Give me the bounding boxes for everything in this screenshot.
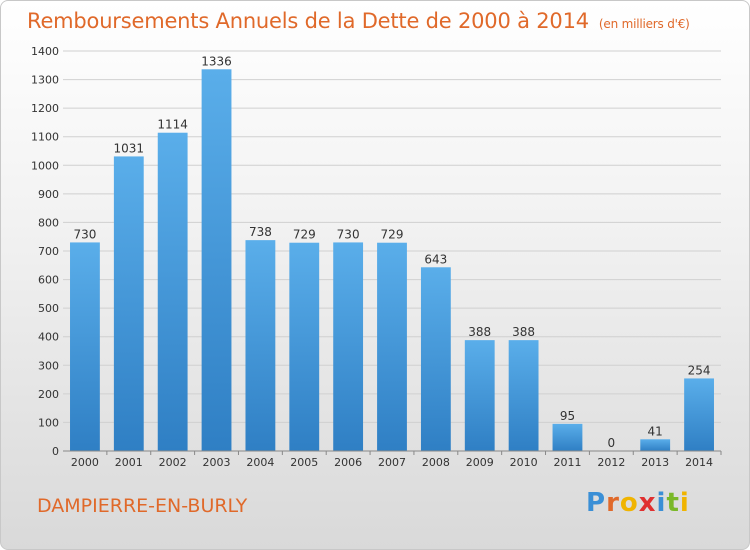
x-tick-label: 2002	[159, 456, 187, 469]
title-unit: (en milliers d'€)	[598, 17, 690, 31]
bar-value-label: 254	[688, 363, 711, 377]
bar-value-label: 1114	[157, 118, 188, 132]
bar-value-label: 730	[337, 227, 360, 241]
x-tick-label: 2009	[466, 456, 494, 469]
logo-letter: P	[586, 488, 607, 518]
bar-value-label: 729	[293, 228, 316, 242]
x-tick-label: 2013	[641, 456, 669, 469]
y-tick-label: 700	[38, 245, 59, 258]
bar-value-label: 41	[648, 424, 663, 438]
bar	[377, 242, 407, 451]
bar	[420, 267, 451, 451]
bar-value-label: 643	[424, 252, 447, 266]
bar	[464, 340, 495, 451]
logo-letter: t	[666, 488, 680, 518]
title-text: Remboursements Annuels de la Dette de 20…	[27, 9, 589, 33]
x-tick-label: 2010	[510, 456, 538, 469]
bar	[157, 132, 188, 451]
logo-letter: o	[619, 488, 639, 518]
bar	[508, 340, 539, 451]
bar	[201, 69, 232, 452]
bar	[640, 439, 671, 451]
bar	[70, 242, 100, 451]
y-tick-label: 100	[38, 416, 59, 429]
chart-title: Remboursements Annuels de la Dette de 20…	[27, 9, 690, 33]
bar-value-label: 0	[608, 436, 616, 450]
x-tick-label: 2012	[597, 456, 625, 469]
logo-letter: r	[606, 488, 620, 518]
y-tick-label: 400	[38, 331, 59, 344]
bar-value-label: 738	[249, 225, 272, 239]
bar-value-label: 388	[468, 325, 491, 339]
bar	[552, 423, 583, 451]
city-name: DAMPIERRE-EN-BURLY	[37, 495, 248, 517]
x-tick-label: 2011	[553, 456, 581, 469]
bar	[333, 242, 364, 451]
x-tick-label: 2000	[71, 456, 99, 469]
y-tick-label: 200	[38, 388, 59, 401]
bar-value-label: 388	[512, 325, 535, 339]
y-tick-label: 600	[38, 274, 59, 287]
bar	[289, 242, 320, 451]
y-tick-label: 900	[38, 188, 59, 201]
x-tick-label: 2014	[685, 456, 713, 469]
y-tick-label: 0	[52, 445, 59, 458]
bar	[684, 378, 714, 451]
x-tick-label: 2006	[334, 456, 362, 469]
bar-value-label: 1031	[114, 141, 145, 155]
y-tick-label: 500	[38, 302, 59, 315]
bar	[113, 156, 144, 451]
bar-value-label: 729	[381, 228, 404, 242]
y-tick-label: 1400	[31, 45, 59, 58]
y-tick-label: 300	[38, 359, 59, 372]
bar	[245, 240, 276, 451]
x-tick-label: 2008	[422, 456, 450, 469]
y-tick-label: 1100	[31, 131, 59, 144]
x-tick-label: 2007	[378, 456, 406, 469]
y-tick-label: 1300	[31, 74, 59, 87]
x-tick-label: 2005	[290, 456, 318, 469]
y-tick-label: 800	[38, 216, 59, 229]
logo-letter: x	[638, 488, 657, 518]
bar-value-label: 730	[73, 227, 96, 241]
bars	[70, 69, 714, 452]
logo-letter: i	[679, 488, 690, 518]
x-tick-label: 2001	[115, 456, 143, 469]
bar-value-label: 1336	[201, 54, 232, 68]
x-axis-ticks: 2000 2001 2002 2003 2004 2005 2006 2007 2008 2009…	[71, 451, 722, 469]
y-axis-ticks: 0 100 200 300 400 500 600 700 800 900 1000 1100 1200…	[31, 45, 59, 458]
logo-letter: i	[656, 488, 667, 518]
x-tick-label: 2004	[246, 456, 274, 469]
y-tick-label: 1200	[31, 102, 59, 115]
proxiti-logo: Proxiti	[586, 488, 690, 518]
x-tick-label: 2003	[203, 456, 231, 469]
bar-value-label: 95	[560, 409, 575, 423]
y-tick-label: 1000	[31, 159, 59, 172]
value-labels: 730 1031 1114 1336 738 729 730 729 643 388 388 95 0 4…	[73, 54, 710, 450]
